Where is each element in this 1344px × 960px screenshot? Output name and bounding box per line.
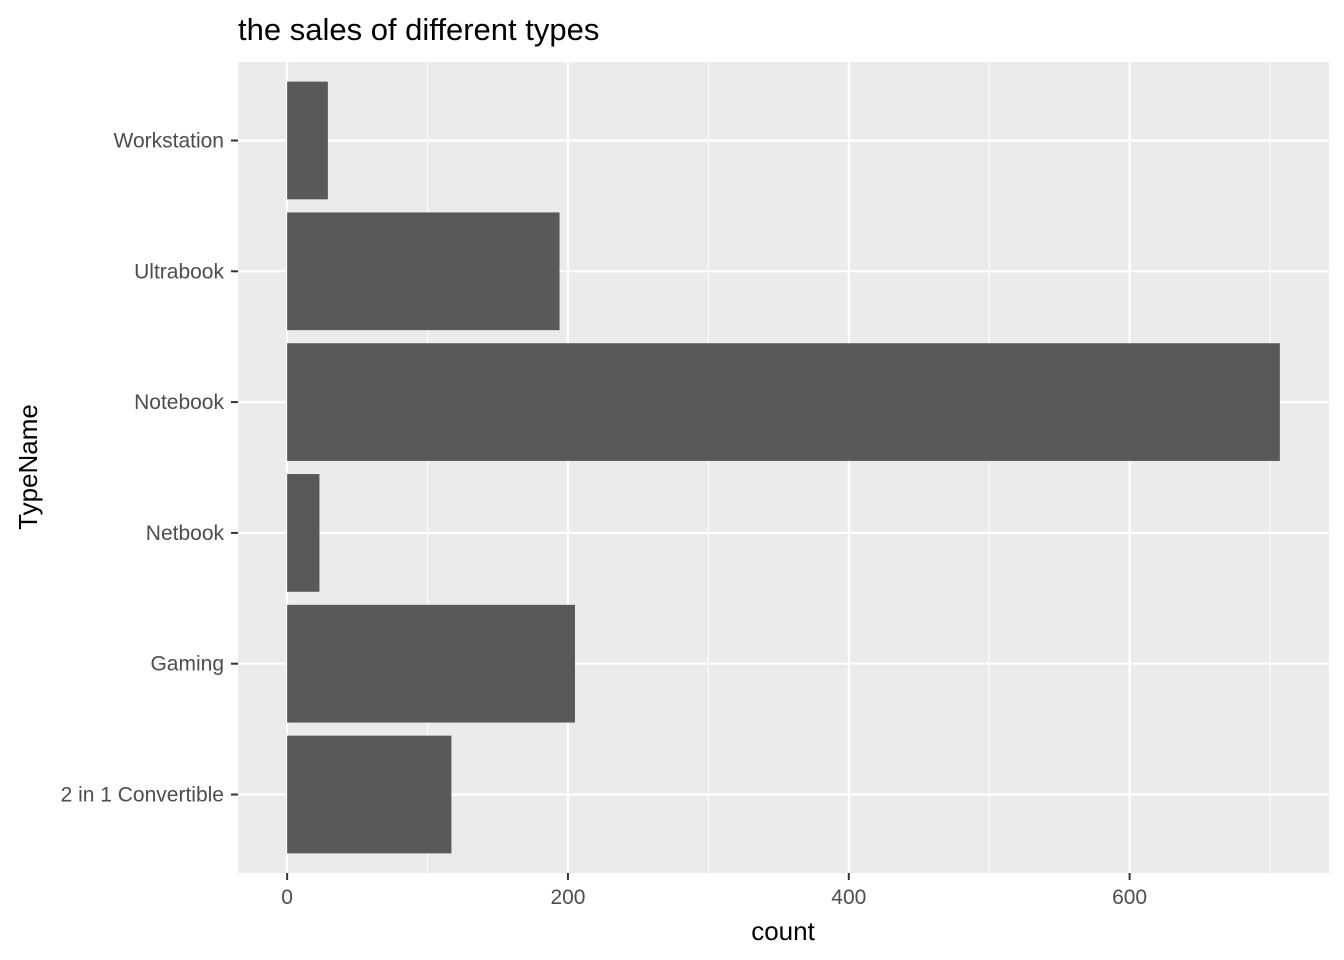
- y-axis-title: TypeName: [13, 404, 43, 530]
- bar: [287, 474, 320, 592]
- bar: [287, 604, 575, 723]
- y-tick-label: Netbook: [146, 522, 225, 545]
- bar: [287, 735, 452, 854]
- x-tick-label: 400: [831, 886, 866, 909]
- bar: [287, 212, 560, 331]
- x-tick-label: 600: [1112, 886, 1147, 909]
- y-tick-label: Workstation: [114, 129, 225, 152]
- chart-title: the sales of different types: [238, 12, 599, 47]
- y-axis: 2 in 1 Convertible Gaming Netbook Notebook U…: [61, 129, 238, 807]
- x-tick-label: 200: [550, 886, 585, 909]
- y-tick-label: Ultrabook: [134, 260, 224, 283]
- bar: [287, 81, 328, 200]
- bars: [287, 81, 1280, 854]
- y-tick-label: Gaming: [150, 653, 224, 676]
- y-tick-label: Notebook: [134, 391, 224, 414]
- x-tick-label: 0: [281, 886, 293, 909]
- x-axis: 0 200 400 600: [281, 873, 1147, 909]
- bar: [287, 343, 1280, 461]
- x-axis-title: count: [751, 916, 815, 946]
- y-tick-label: 2 in 1 Convertible: [61, 784, 224, 807]
